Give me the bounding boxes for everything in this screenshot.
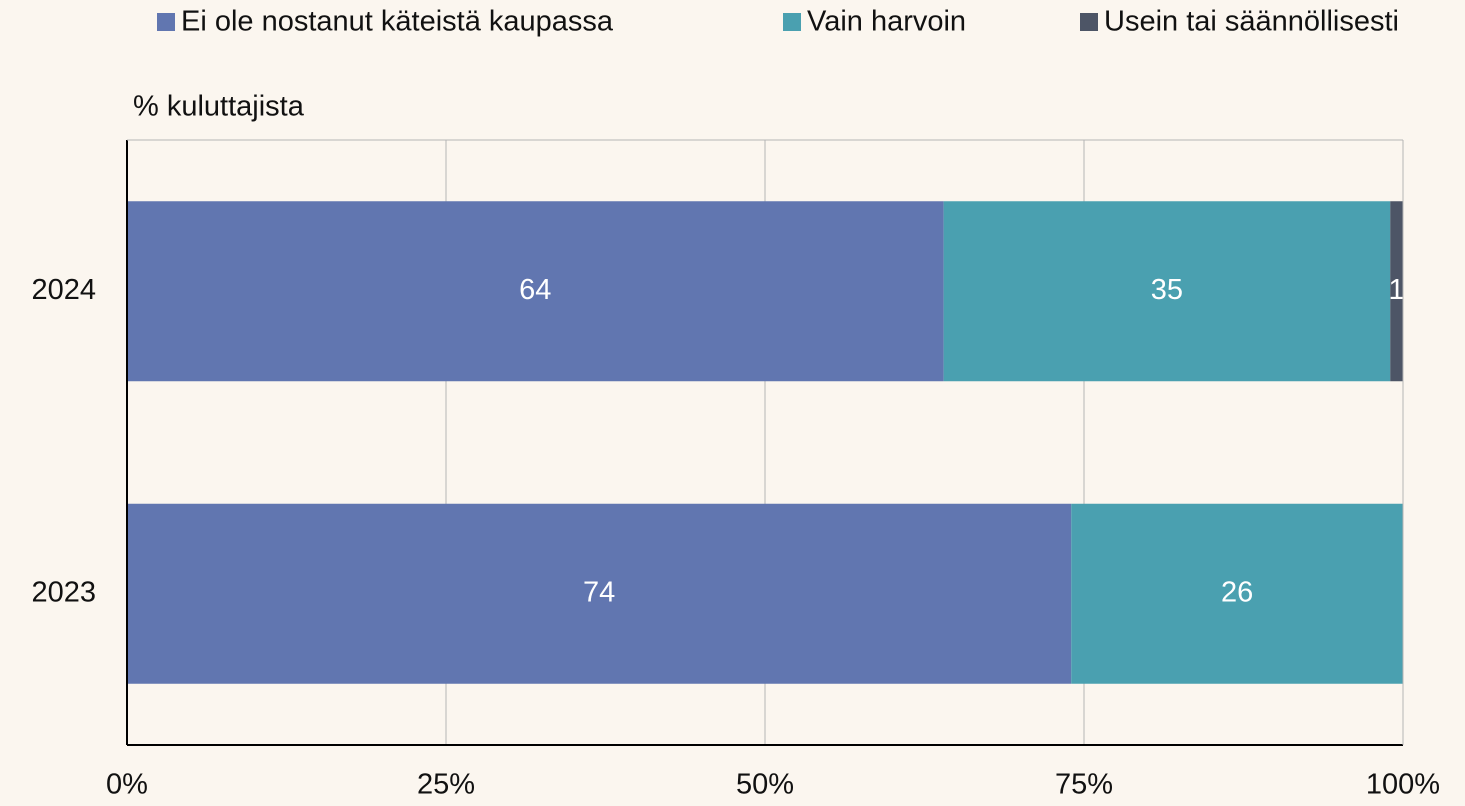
legend-label: Usein tai säännöllisesti	[1104, 6, 1399, 38]
bar	[127, 201, 944, 382]
data-label: 26	[1221, 576, 1253, 608]
legend-swatch	[1080, 13, 1098, 31]
legend-label: Vain harvoin	[807, 6, 966, 38]
bar	[1390, 201, 1403, 382]
x-tick-label: 0%	[106, 769, 148, 801]
x-tick-label: 75%	[1055, 769, 1113, 801]
data-label: 35	[1151, 274, 1183, 306]
bar	[943, 201, 1391, 382]
legend-swatch	[157, 13, 175, 31]
data-label: 74	[583, 576, 615, 608]
data-label: 1	[1389, 274, 1405, 306]
x-tick-label: 25%	[417, 769, 475, 801]
data-label: 64	[519, 274, 551, 306]
y-tick-label: 2024	[31, 274, 96, 306]
x-tick-label: 100%	[1366, 769, 1440, 801]
bar	[127, 503, 1072, 684]
legend-swatch	[783, 13, 801, 31]
axis-label: % kuluttajista	[133, 91, 305, 123]
y-tick-label: 2023	[31, 576, 96, 608]
x-tick-label: 50%	[736, 769, 794, 801]
legend-label: Ei ole nostanut käteistä kaupassa	[181, 6, 614, 38]
bar	[1071, 503, 1403, 684]
